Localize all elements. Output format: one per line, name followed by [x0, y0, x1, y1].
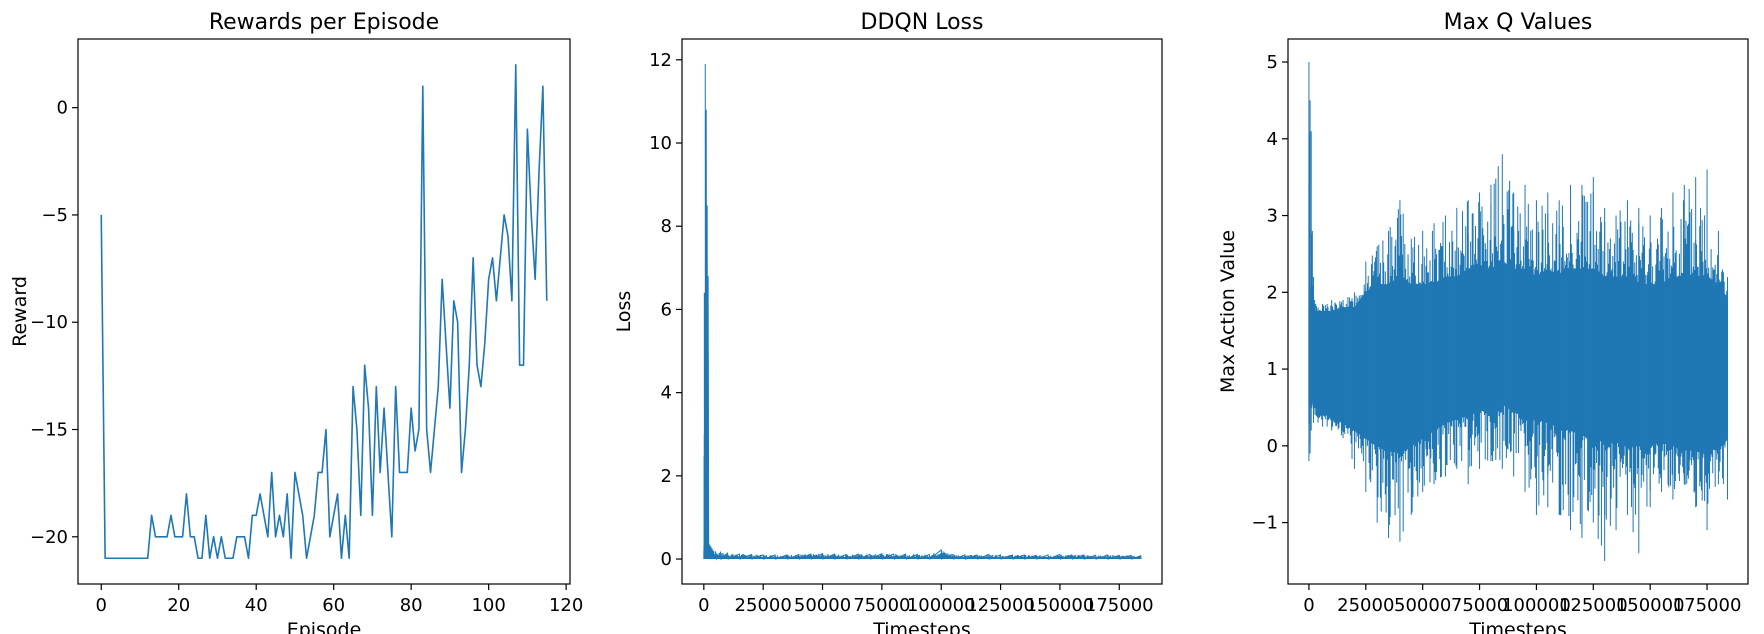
x-tick-label: 150000: [1026, 595, 1095, 616]
x-tick-label: 50000: [794, 595, 851, 616]
x-tick-label: 125000: [966, 595, 1035, 616]
x-tick-label: 120: [549, 595, 583, 616]
y-tick-label: 0: [57, 98, 68, 119]
series-group: [703, 63, 1142, 561]
x-tick-label: 0: [96, 595, 107, 616]
axes-frame: [1287, 38, 1749, 585]
x-axis-label: Timesteps: [1468, 619, 1567, 634]
x-tick-label: 40: [245, 595, 268, 616]
x-tick-label: 100000: [1502, 595, 1571, 616]
x-tick-label: 125000: [1559, 595, 1628, 616]
x-tick-label: 0: [1303, 595, 1314, 616]
x-tick-label: 25000: [735, 595, 792, 616]
chart-title: DDQN Loss: [861, 10, 984, 35]
q-spikes: [1308, 133, 1728, 546]
x-tick-label: 25000: [1337, 595, 1394, 616]
y-tick-label: −10: [30, 312, 68, 333]
x-tick-label: 175000: [1085, 595, 1154, 616]
y-tick-label: 2: [1267, 282, 1278, 303]
axes-frame: [77, 38, 571, 585]
q-extremes: [1308, 62, 1729, 561]
chart-title: Max Q Values: [1444, 10, 1593, 35]
y-tick-label: −20: [30, 527, 68, 548]
x-tick-label: 75000: [1451, 595, 1508, 616]
chart-panel-1: 0 20 40 60 80 100 120 −20 −15 −10 −5 0 Rewards per E…: [9, 10, 583, 634]
chart-panel-2: 0 25000 50000 75000100000125000150000175000…: [613, 10, 1163, 634]
y-tick-label: 0: [1267, 436, 1278, 457]
chart-panel-3: 0 25000 50000 75000100000125000150000175000…: [1217, 10, 1749, 634]
reward-line: [100, 63, 548, 560]
series-group: [100, 63, 548, 560]
y-tick-label: 3: [1267, 206, 1278, 227]
y-tick-label: −5: [41, 205, 68, 226]
x-tick-label: 60: [322, 595, 345, 616]
x-axis-label: Episode: [287, 619, 362, 634]
axes-frame: [681, 38, 1163, 585]
x-tick-label: 175000: [1673, 595, 1742, 616]
y-axis-label: Loss: [613, 291, 635, 333]
y-tick-label: 8: [661, 216, 672, 237]
y-tick-label: 5: [1267, 52, 1278, 73]
x-tick-label: 150000: [1616, 595, 1685, 616]
y-axis-label: Reward: [9, 276, 31, 347]
loss-noise: [703, 302, 1141, 560]
x-tick-label: 75000: [853, 595, 910, 616]
series-group: [1308, 62, 1729, 561]
x-tick-label: 100000: [907, 595, 976, 616]
y-tick-label: 2: [661, 466, 672, 487]
x-tick-label: 80: [400, 595, 423, 616]
y-tick-label: 1: [1267, 359, 1278, 380]
y-tick-label: −15: [30, 420, 68, 441]
x-tick-label: 20: [167, 595, 190, 616]
x-axis-label: Timesteps: [872, 619, 971, 634]
y-tick-label: −1: [1251, 513, 1278, 534]
y-tick-label: 6: [661, 299, 672, 320]
x-tick-label: 50000: [1394, 595, 1451, 616]
y-tick-label: 12: [649, 50, 672, 71]
x-tick-label: 0: [698, 595, 709, 616]
y-tick-label: 4: [661, 383, 672, 404]
y-axis-label: Max Action Value: [1217, 230, 1239, 393]
x-tick-label: 100: [471, 595, 505, 616]
y-tick-label: 0: [661, 549, 672, 570]
y-tick-label: 10: [649, 133, 672, 154]
y-tick-label: 4: [1267, 129, 1278, 150]
chart-title: Rewards per Episode: [209, 10, 439, 35]
loss-line: [703, 63, 1142, 561]
